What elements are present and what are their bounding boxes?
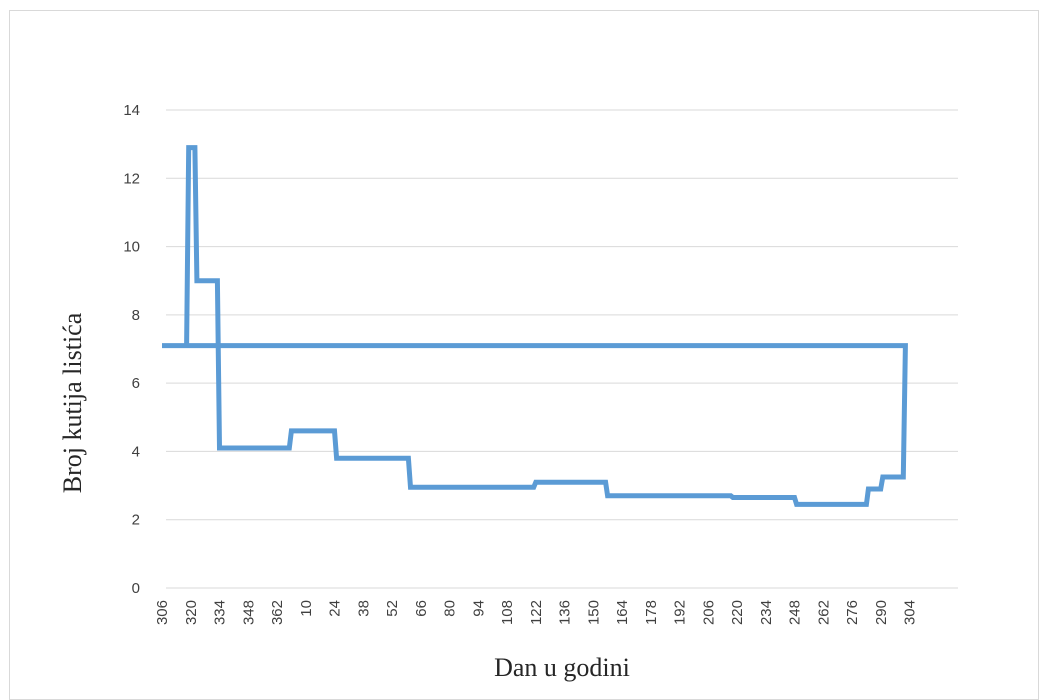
x-tick-label: 24 [327,600,344,617]
chart-frame [9,10,1039,700]
x-tick-label: 150 [585,600,602,625]
x-tick-label: 178 [643,600,660,625]
x-tick-label: 248 [787,600,804,625]
x-tick-label: 122 [528,600,545,625]
x-tick-label: 306 [154,600,171,625]
x-axis-title: Dan u godini [494,653,630,682]
x-tick-label: 94 [470,600,487,617]
y-axis-title: Broj kutija listića [58,312,87,493]
y-tick-label: 10 [123,239,140,256]
x-tick-label: 262 [815,600,832,625]
series-line [162,145,908,507]
y-tick-label: 6 [132,375,140,392]
x-tick-label: 334 [212,600,229,625]
x-tick-label: 206 [700,600,717,625]
x-tick-label: 80 [442,600,459,617]
x-tick-label: 52 [384,600,401,617]
y-tick-label: 4 [132,443,140,460]
x-tick-label: 320 [183,600,200,625]
y-tick-label: 0 [132,580,140,597]
x-tick-labels: 306 320 334 348 362 10 24 38 52 66 80 94 108 122 136 15… [154,600,919,625]
x-tick-label: 164 [614,600,631,625]
x-tick-label: 10 [298,600,315,617]
x-tick-label: 66 [413,600,430,617]
x-tick-label: 348 [240,600,257,625]
y-tick-label: 14 [123,102,140,119]
x-tick-label: 276 [844,600,861,625]
y-tick-label: 2 [132,512,140,529]
y-tick-label: 8 [132,307,140,324]
x-tick-label: 234 [758,600,775,625]
gridlines [166,109,958,589]
y-tick-label: 12 [123,170,140,187]
x-tick-label: 192 [672,600,689,625]
x-tick-label: 304 [902,600,919,625]
x-tick-label: 290 [873,600,890,625]
y-tick-labels: 0 2 4 6 8 10 12 14 [123,102,140,597]
x-tick-label: 362 [269,600,286,625]
x-tick-label: 220 [729,600,746,625]
x-tick-label: 108 [499,600,516,625]
x-tick-label: 38 [355,600,372,617]
x-tick-label: 136 [557,600,574,625]
